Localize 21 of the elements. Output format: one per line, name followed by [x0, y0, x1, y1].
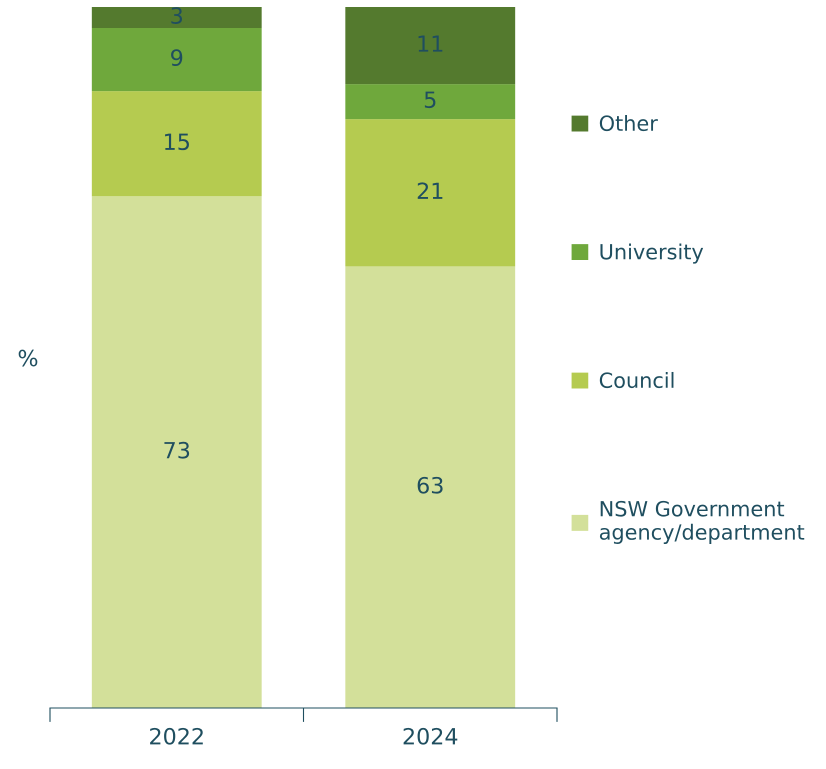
bar: [92, 196, 262, 708]
data-label: 21: [418, 182, 442, 199]
bar: [92, 91, 262, 196]
data-label: 5: [424, 92, 436, 108]
bar: [345, 84, 516, 120]
legend-label: Council: [600, 372, 674, 388]
legend-label: University: [600, 243, 704, 264]
data-label: 63: [418, 476, 443, 494]
bar: [92, 7, 262, 28]
legend-label: NSW Government agency/department: [600, 500, 804, 544]
bar: [345, 119, 516, 266]
data-label: 73: [164, 442, 190, 459]
data-label: 9: [171, 49, 182, 66]
bar: [345, 7, 516, 84]
bar: [345, 266, 516, 708]
legend-label: Other: [600, 114, 658, 132]
bar: [92, 28, 262, 92]
data-label: 15: [165, 134, 189, 150]
y-axis-title: %: [18, 350, 38, 366]
x-tick-label: 2024: [404, 728, 458, 745]
x-tick-label: 2022: [150, 728, 203, 745]
